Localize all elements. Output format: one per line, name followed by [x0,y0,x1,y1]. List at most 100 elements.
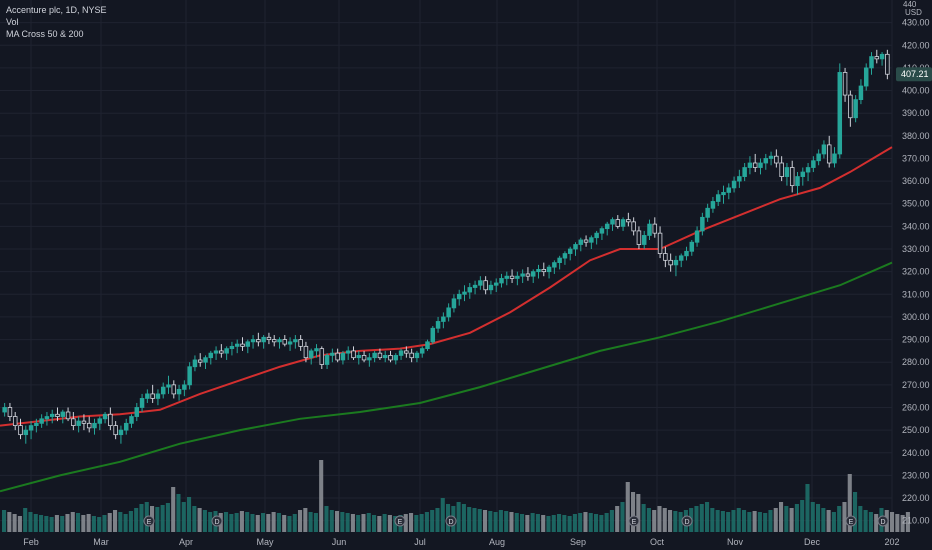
candle-body [768,155,774,159]
volume-bar [557,514,562,532]
candle-body [134,407,140,417]
candle-body [414,352,420,359]
candle-body [837,72,843,155]
volume-bar [757,512,762,532]
volume-bar [752,511,757,532]
volume-bar [715,510,720,532]
volume-bar [430,510,435,532]
event-marker-label: E [849,519,854,526]
candle-body [123,422,129,431]
chart-legend: Accenture plc, 1D, NYSE Vol MA Cross 50 … [6,4,107,40]
x-tick-label: Jul [414,537,426,547]
candle-body [435,321,441,329]
event-marker-label: D [684,519,689,526]
volume-legend[interactable]: Vol [6,17,19,27]
candle-body [647,223,652,236]
volume-bar [255,515,260,532]
volume-bar [572,514,577,532]
volume-bar [261,513,266,532]
event-marker-icon [394,515,406,527]
candle-body [409,352,414,359]
candle-body [615,219,621,227]
candle-body [848,94,853,119]
event-marker-icon [143,515,155,527]
volume-bar [2,510,7,532]
volume-bar [187,497,192,532]
volume-bar [710,508,715,532]
candle-body [282,339,288,345]
candle-body [324,355,330,365]
candle-body [277,339,282,343]
ma-cross-legend[interactable]: MA Cross 50 & 200 [6,29,84,39]
volume-bar [181,502,186,532]
candle-body [705,207,710,218]
candle-body [853,99,858,119]
candle-body [182,384,187,390]
volume-bar [107,513,112,532]
y-tick-label: 320.00 [902,267,930,277]
volume-bar [800,500,805,532]
symbol-title[interactable]: Accenture plc, 1D, NYSE [6,5,107,15]
volume-bar [821,508,826,532]
volume-bar [155,507,160,532]
y-tick-label: 330.00 [902,244,930,254]
candle-body [710,201,716,209]
volume-bar [583,512,588,532]
candle-body [684,250,689,257]
candle-body [721,192,726,196]
candle-body [715,194,721,202]
candle-body [430,327,436,343]
volume-bar [784,506,789,532]
ma50-line [0,146,893,427]
candle-body [425,341,430,350]
candle-body [573,244,578,250]
volume-bar [599,515,604,532]
candle-body [97,418,103,424]
volume-bar [868,512,873,532]
candle-body [504,275,510,279]
candle-body [219,350,224,354]
candle-body [250,339,256,343]
event-marker-icon [877,515,889,527]
candle-body [737,176,742,182]
volume-bar [239,511,244,532]
candle-body [356,355,362,359]
volume-bar [266,514,271,532]
event-marker-label: D [214,519,219,526]
x-tick-label: Apr [179,537,193,547]
volume-bar [118,512,123,532]
volume-bar [483,510,488,532]
candle-body [842,72,848,96]
y-tick-label: 430.00 [902,18,930,28]
candle-body [23,429,29,436]
candle-body [351,350,356,359]
candle-body [858,85,864,101]
candle-body [44,416,50,420]
candle-body [515,275,520,279]
candle-body [65,411,71,420]
x-tick-label: Aug [489,537,505,547]
volume-bar [890,512,895,532]
candle-body [330,352,335,356]
y-tick-label: 210.00 [902,516,930,526]
candle-body [557,257,562,264]
candle-body [155,393,161,399]
candle-body [874,56,880,60]
candle-body [271,339,277,343]
volume-bar [403,514,408,532]
y-tick-label: 440 [903,0,917,9]
volume-bar [276,513,281,532]
volume-bar [49,517,54,532]
candle-body [599,228,605,234]
volume-bar [287,516,292,532]
candle-body [377,352,383,359]
candle-body [345,350,351,354]
volume-bar [372,515,377,532]
candle-body [118,429,124,436]
y-tick-label: 250.00 [902,425,930,435]
volume-bar [197,508,202,532]
y-tick-label: 360.00 [902,176,930,186]
candle-body [869,56,874,69]
volume-bar [165,503,170,532]
